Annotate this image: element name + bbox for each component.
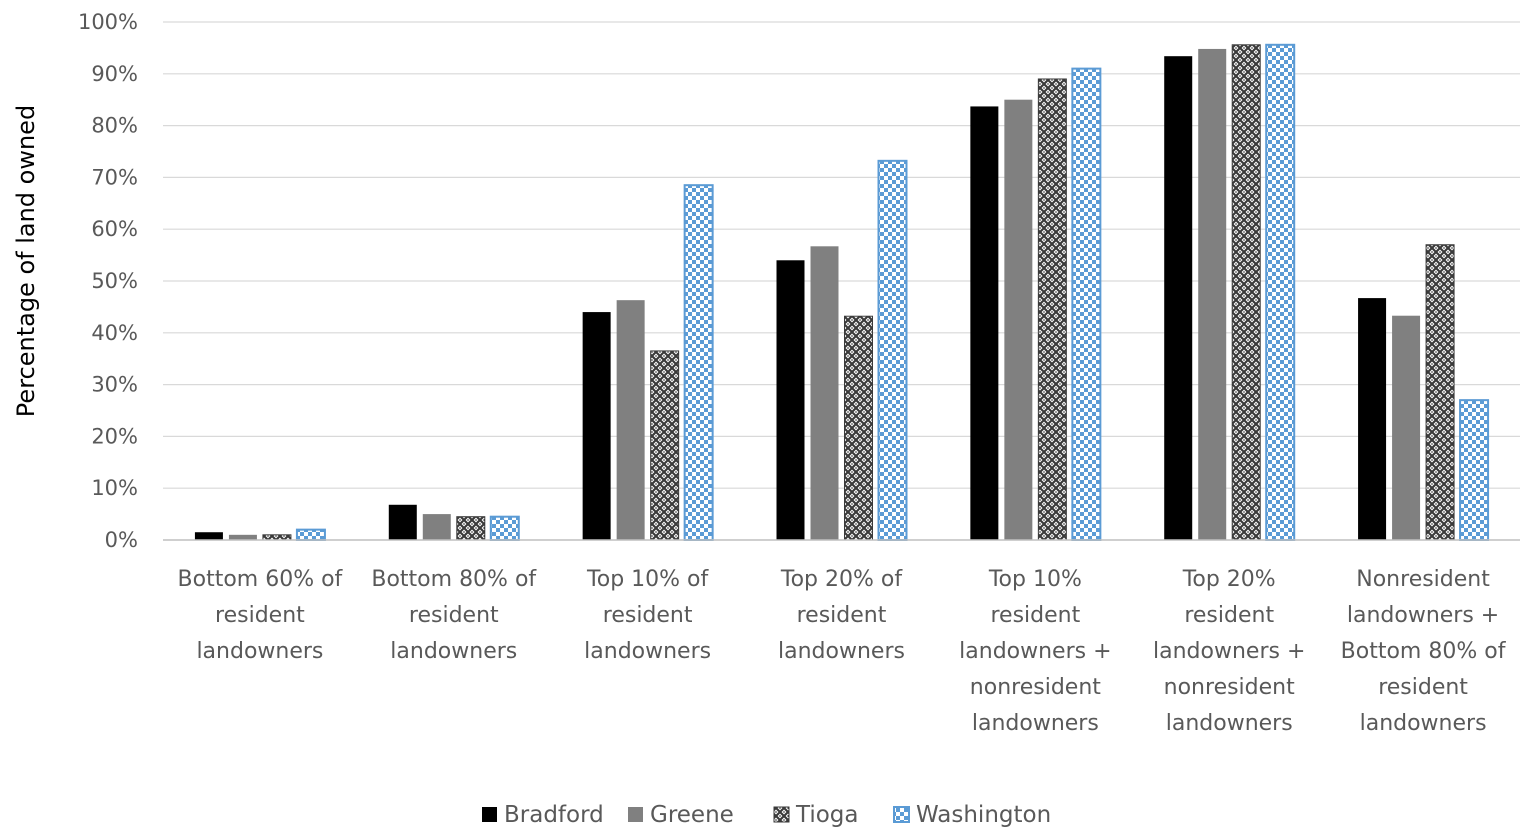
category-label: Nonresident landowners + Bottom 80% of resi… (1341, 567, 1507, 736)
y-tick-label: 80% (91, 114, 138, 138)
bar-tioga (262, 534, 292, 541)
bar-tioga (844, 315, 873, 541)
y-tick-label: 100% (78, 10, 138, 34)
category-label: Top 10% of resident landowners (584, 567, 711, 664)
legend-label: Greene (650, 802, 734, 828)
bar-greene (1198, 48, 1227, 540)
legend-label: Washington (916, 802, 1051, 828)
bar-greene (228, 534, 257, 540)
legend-item-washington: Washington (893, 802, 1051, 828)
bar-washington (1071, 67, 1102, 542)
bar-washington (877, 159, 908, 541)
bar-bradford (1358, 298, 1387, 540)
bars (194, 43, 1490, 542)
bar-washington (295, 528, 326, 542)
y-axis-title: Percentage of land owned (12, 105, 40, 417)
gridlines (163, 21, 1520, 489)
bar-bradford (582, 312, 611, 540)
category-label: Top 20% resident landowners + nonresident la… (1153, 567, 1305, 736)
bar-tioga (1037, 78, 1067, 541)
bar-washington (1265, 43, 1296, 542)
bar-washington (683, 184, 714, 541)
legend: Bradford Greene Tioga Washington (482, 802, 1051, 828)
legend-item-bradford: Bradford (482, 802, 604, 828)
bar-tioga (1231, 44, 1261, 541)
bar-greene (422, 514, 451, 540)
y-tick-label: 0% (105, 528, 138, 552)
legend-swatch (628, 807, 643, 822)
category-label: Top 10% resident landowners + nonresident la… (959, 567, 1111, 736)
bar-bradford (776, 260, 805, 540)
y-tick-label: 60% (91, 217, 138, 241)
y-tick-label: 40% (91, 321, 138, 345)
bar-bradford (388, 504, 417, 540)
bar-greene (1392, 315, 1421, 540)
y-tick-label: 90% (91, 62, 138, 86)
category-label: Bottom 80% of resident landowners (371, 567, 537, 664)
x-axis-labels: Bottom 60% of resident landowners Bottom 80… (178, 567, 1507, 736)
bar-bradford (970, 106, 999, 541)
y-tick-label: 20% (91, 424, 138, 448)
y-tick-label: 50% (91, 269, 138, 293)
y-axis-ticks: 0% 10% 20% 30% 40% 50% 60% 70% 80% 90% 100% (78, 10, 138, 552)
legend-swatch (893, 806, 910, 823)
category-label: Bottom 60% of resident landowners (178, 567, 344, 664)
legend-swatch (773, 806, 790, 823)
bar-greene (1004, 99, 1033, 540)
bar-greene (616, 300, 645, 540)
bar-washington (1459, 399, 1490, 542)
bar-bradford (194, 532, 223, 540)
bar-washington (489, 515, 520, 542)
legend-item-tioga: Tioga (773, 802, 859, 828)
bar-bradford (1164, 56, 1193, 541)
legend-label: Tioga (795, 802, 859, 828)
y-tick-label: 70% (91, 165, 138, 189)
bar-tioga (456, 516, 486, 541)
legend-item-greene: Greene (628, 802, 734, 828)
bar-tioga (650, 350, 680, 541)
y-tick-label: 30% (91, 373, 138, 397)
bar-tioga (1425, 244, 1455, 541)
legend-swatch (482, 807, 497, 822)
category-label: Top 20% of resident landowners (778, 567, 905, 664)
bar-greene (810, 246, 839, 540)
y-tick-label: 10% (91, 476, 138, 500)
legend-label: Bradford (504, 802, 604, 828)
